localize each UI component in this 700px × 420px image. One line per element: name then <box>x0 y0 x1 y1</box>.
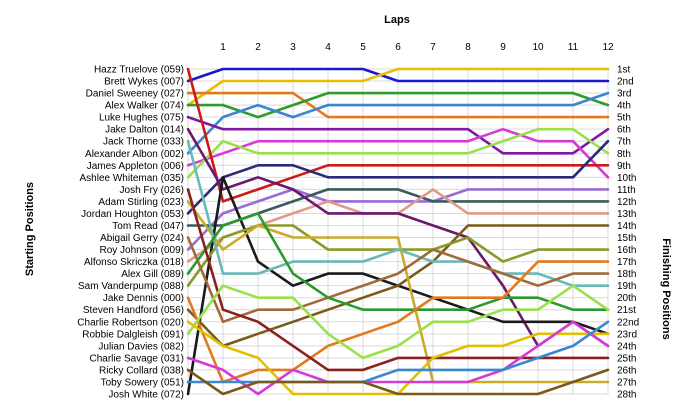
starting-position-label: Luke Hughes (075) <box>99 113 184 124</box>
finishing-position-labels: 1st2nd3rd4th5th6th7th8th9th10th11th12th1… <box>617 65 639 401</box>
starting-position-labels: Hazz Truelove (059)Brett Wykes (007)Dani… <box>77 65 184 401</box>
finishing-position-label: 21st <box>617 305 636 316</box>
series-line-9 <box>186 67 610 203</box>
finishing-position-label: 8th <box>617 149 631 160</box>
series-line-28 <box>186 368 610 396</box>
series-line-18 <box>186 200 610 384</box>
starting-position-label: Alfonso Skriczka (018) <box>84 257 184 268</box>
starting-position-label: Roy Johnson (009) <box>100 245 185 256</box>
finishing-position-label: 1st <box>617 65 631 76</box>
series-line-8 <box>186 127 610 179</box>
finishing-position-label: 26th <box>617 365 636 376</box>
series-line-2 <box>186 67 610 107</box>
starting-position-label: Alex Gill (089) <box>121 269 184 280</box>
starting-position-label: Abigail Gerry (024) <box>100 233 184 244</box>
series-line-20 <box>186 236 610 324</box>
series-line-19 <box>186 139 610 288</box>
starting-position-label: Julian Davies (082) <box>98 341 184 352</box>
finishing-position-label: 12th <box>617 197 636 208</box>
finishing-position-label: 9th <box>617 161 631 172</box>
starting-position-label: Toby Sowery (051) <box>101 377 184 388</box>
x-tick-label: 5 <box>360 42 366 53</box>
series-line-1 <box>186 67 610 83</box>
starting-position-label: Josh Fry (026) <box>120 185 184 196</box>
x-tick-label: 10 <box>532 42 544 53</box>
starting-position-label: Hazz Truelove (059) <box>94 65 184 76</box>
starting-position-label: Sam Vanderpump (088) <box>78 281 184 292</box>
starting-position-label: Robbie Dalgleish (091) <box>82 329 184 340</box>
starting-position-label: Jake Dalton (014) <box>105 125 184 136</box>
x-tick-label: 12 <box>602 42 614 53</box>
finishing-position-label: 7th <box>617 137 631 148</box>
series-line-7 <box>186 127 610 179</box>
series-line-16 <box>186 224 610 348</box>
finishing-position-label: 23rd <box>617 329 637 340</box>
starting-position-label: Tom Read (047) <box>112 221 184 232</box>
starting-position-label: Jake Dennis (000) <box>103 293 184 304</box>
finishing-position-label: 2nd <box>617 77 634 88</box>
series-layer <box>186 67 610 396</box>
finishing-position-label: 10th <box>617 173 636 184</box>
x-tick-label: 8 <box>465 42 471 53</box>
series-line-11 <box>186 188 610 251</box>
series-line-4 <box>186 91 610 119</box>
starting-position-label: Jack Thorne (033) <box>103 137 184 148</box>
finishing-position-label: 11th <box>617 185 636 196</box>
series-line-10 <box>186 139 610 215</box>
finishing-position-label: 19th <box>617 281 636 292</box>
finishing-position-label: 4th <box>617 101 631 112</box>
finishing-position-label: 14th <box>617 221 636 232</box>
x-tick-label: 2 <box>255 42 261 53</box>
finishing-position-label: 28th <box>617 390 636 401</box>
starting-position-label: Charlie Robertson (020) <box>77 317 184 328</box>
finishing-position-label: 3rd <box>617 89 631 100</box>
finishing-position-label: 24th <box>617 341 636 352</box>
starting-position-label: Ashlee Whiteman (035) <box>80 173 185 184</box>
finishing-position-label: 13th <box>617 209 636 220</box>
starting-position-label: Steven Handford (056) <box>83 305 184 316</box>
starting-position-label: Ricky Collard (038) <box>99 365 184 376</box>
x-tick-label: 7 <box>430 42 436 53</box>
starting-position-label: Adam Stirling (023) <box>98 197 184 208</box>
x-tick-label: 9 <box>500 42 506 53</box>
x-tick-label: 6 <box>395 42 401 53</box>
left-axis-title: Starting Positions <box>24 182 36 276</box>
x-tick-label: 3 <box>290 42 296 53</box>
series-line-21 <box>186 212 610 312</box>
series-line-26 <box>186 320 610 396</box>
x-tick-label: 11 <box>568 42 579 53</box>
finishing-position-label: 15th <box>617 233 636 244</box>
starting-position-label: Alex Walker (074) <box>105 101 184 112</box>
starting-position-label: Josh White (072) <box>108 390 184 401</box>
starting-position-label: Charlie Savage (031) <box>90 353 185 364</box>
finishing-position-label: 20th <box>617 293 636 304</box>
finishing-position-label: 22nd <box>617 317 639 328</box>
series-line-5 <box>186 91 610 155</box>
finishing-position-label: 25th <box>617 353 636 364</box>
finishing-position-label: 5th <box>617 113 631 124</box>
series-line-24 <box>186 284 610 360</box>
x-tick-label: 1 <box>220 42 226 53</box>
finishing-position-label: 27th <box>617 377 636 388</box>
x-tick-label: 4 <box>325 42 331 53</box>
starting-position-label: Jordan Houghton (053) <box>81 209 184 220</box>
x-tick-labels: 1 2 3 4 5 6 7 8 9 10 11 12 <box>220 42 614 53</box>
finishing-position-label: 6th <box>617 125 631 136</box>
right-axis-title: Finishing Positions <box>660 238 672 339</box>
finishing-position-label: 16th <box>617 245 636 256</box>
starting-position-label: Daniel Sweeney (027) <box>86 89 184 100</box>
series-line-22 <box>186 260 610 384</box>
starting-position-label: Alexander Albon (002) <box>85 149 184 160</box>
starting-position-label: Brett Wykes (007) <box>104 77 184 88</box>
x-axis-title: Laps <box>384 14 410 26</box>
finishing-position-label: 17th <box>617 257 636 268</box>
starting-position-label: James Appleton (006) <box>87 161 184 172</box>
series-line-6 <box>186 115 610 155</box>
series-line-3 <box>186 91 610 119</box>
finishing-position-label: 18th <box>617 269 636 280</box>
